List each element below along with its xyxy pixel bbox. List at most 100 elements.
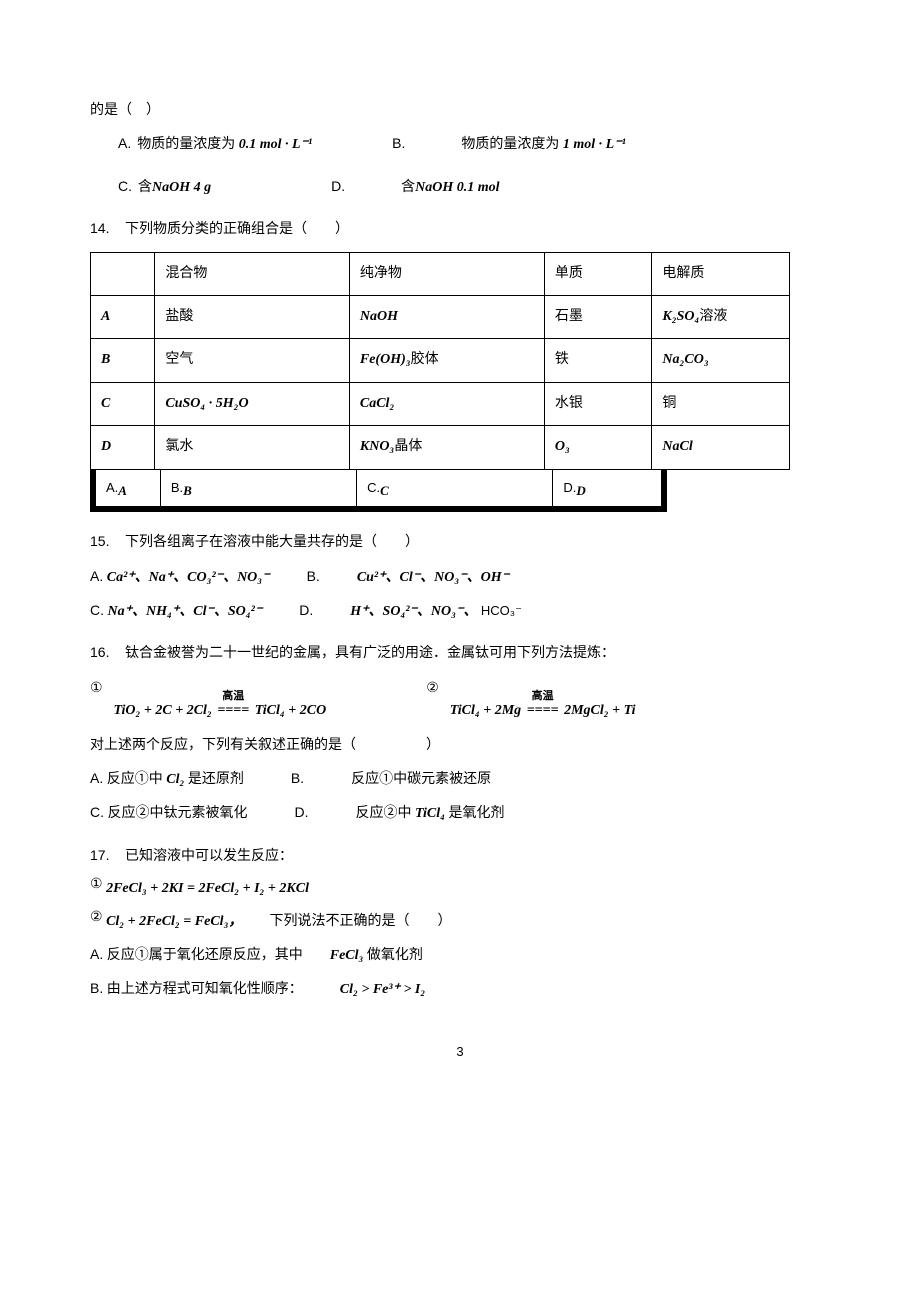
row-key: A [91,295,155,338]
q13-option-b: B. 物质的量浓度为 1 mol · L⁻¹ [392,132,626,156]
table-row: C CuSO₄ · 5H₂O CaCl₂ 水银 铜 [91,382,790,425]
option-label: C. [90,804,104,820]
question-text: 已知溶液中可以发生反应： [125,849,293,864]
table-row: B 空气 Fe(OH)₃胶体 铁 Na₂CO₃ [91,339,790,382]
eq-number: ① [90,678,103,700]
table-cell: 氯水 [155,426,350,469]
question-number: 16. [90,644,109,660]
q15-stem: 15. 下列各组离子在溶液中能大量共存的是（ ） [90,530,830,554]
q17-eq1: ① 2FeCl₃ + 2KI = 2FeCl₂ + I₂ + 2KCl [90,878,830,900]
option-text: 反应②中钛元素被氧化 [108,806,248,821]
q15-options-row1: A. Ca²⁺、Na⁺、CO₃²⁻、NO₃⁻ B. Cu²⁺、Cl⁻、NO₃⁻、… [90,565,830,589]
option-label: B. [392,132,405,154]
q14-answer-row: A.A B.B C.C D.D [90,470,667,513]
option-formula: Cl₂ [166,772,184,787]
option-label: A. [106,478,118,499]
option-formula: 1 mol · L⁻¹ [563,134,626,156]
q17-option-a: A. 反应①属于氧化还原反应，其中 FeCl₃ 做氧化剂 [90,943,830,967]
q14-answer-b: B.B [161,470,357,507]
option-pre: 反应①中 [107,772,163,787]
q13-stem-tail: 的是（ ） [90,100,830,122]
q16-stem: 16. 钛合金被誉为二十一世纪的金属，具有广泛的用途．金属钛可用下列方法提炼： [90,641,830,665]
q16-eq2: ② TiCl₄ + 2Mg 高温 ==== 2MgCl₂ + Ti [426,678,635,723]
option-label: A. [90,770,103,786]
q14-table: 混合物 纯净物 单质 电解质 A 盐酸 NaOH 石墨 K₂SO₄溶液 B 空气… [90,252,790,470]
eq-number: ② [90,910,103,925]
suffix: 溶液 [699,309,727,324]
table-cell: K₂SO₄溶液 [652,295,790,338]
q13-options-row2: C. 含 NaOH 4 g D. 含 NaOH 0.1 mol [118,175,830,199]
option-formula: Cu²⁺、Cl⁻、NO₃⁻、OH⁻ [357,570,509,585]
table-cell: 铜 [652,382,790,425]
option-pre: 由上述方程式可知氧化性顺序： [107,982,303,997]
q14-stem: 14. 下列物质分类的正确组合是（ ） [90,217,830,241]
table-cell: O₃ [544,426,652,469]
q17-stem: 17. 已知溶液中可以发生反应： [90,844,830,868]
option-formula: Ca²⁺、Na⁺、CO₃²⁻、NO₃⁻ [107,570,270,585]
option-value: B [183,481,192,502]
table-cell: Na₂CO₃ [652,339,790,382]
eq-condition: 高温 [525,688,561,706]
table-cell: Fe(OH)₃胶体 [349,339,544,382]
table-cell: KNO₃晶体 [349,426,544,469]
option-formula: FeCl₃ [330,948,364,963]
table-cell: 铁 [544,339,652,382]
option-label: C. [90,602,104,618]
table-cell: 盐酸 [155,295,350,338]
q13-option-a: A. 物质的量浓度为 0.1 mol · L⁻¹ [118,132,312,156]
option-label: B. [307,568,320,584]
option-post: 是还原剂 [188,772,244,787]
table-cell: 石墨 [544,295,652,338]
table-header: 混合物 [155,252,350,295]
option-text: 物质的量浓度为 [461,134,559,156]
option-post: 做氧化剂 [367,948,423,963]
table-cell: CaCl₂ [349,382,544,425]
option-label: A. [90,946,103,962]
eq-lhs: TiO₂ + 2C + 2Cl₂ [114,703,212,718]
eq-number: ① [90,877,103,892]
option-pre: 反应②中 [356,806,412,821]
table-cell: NaOH [349,295,544,338]
question-text: 下列物质分类的正确组合是（ ） [125,222,349,237]
q16-equations: ① TiO₂ + 2C + 2Cl₂ 高温 ==== TiCl₄ + 2CO ②… [90,678,830,723]
question-number: 15. [90,533,109,549]
option-formula: TiCl₄ [415,806,445,821]
table-row: D 氯水 KNO₃晶体 O₃ NaCl [91,426,790,469]
table-header: 电解质 [652,252,790,295]
option-formula: NaOH 4 g [152,177,211,199]
formula: Fe(OH)₃ [360,352,411,367]
table-header [91,252,155,295]
q15-options-row2: C. Na⁺、NH₄⁺、Cl⁻、SO₄²⁻ D. H⁺、SO₄²⁻、NO₃⁻、 … [90,599,830,623]
option-label: C. [118,175,132,197]
table-cell: NaCl [652,426,790,469]
eq-number: ② [426,678,439,700]
option-label: D. [563,478,576,499]
option-label: D. [331,175,345,197]
formula: KNO₃ [360,439,394,454]
q16-stem2: 对上述两个反应，下列有关叙述正确的是（ ） [90,735,830,757]
eq-arrow: 高温 ==== [525,700,561,722]
eq-rhs: TiCl₄ + 2CO [255,703,326,718]
q13-option-c: C. 含 NaOH 4 g [118,175,211,199]
equation: 2FeCl₃ + 2KI = 2FeCl₂ + I₂ + 2KCl [106,881,309,896]
q16-options-row1: A. 反应①中 Cl₂ 是还原剂 B. 反应①中碳元素被还原 [90,767,830,791]
table-cell: 空气 [155,339,350,382]
option-label: B. [90,980,103,996]
table-header-row: 混合物 纯净物 单质 电解质 [91,252,790,295]
option-suffix: HCO₃⁻ [481,603,522,618]
table-header: 单质 [544,252,652,295]
option-value: D [576,481,585,502]
option-formula: H⁺、SO₄²⁻、NO₃⁻、 [350,604,477,619]
option-label: D. [299,602,313,618]
option-label: C. [367,478,380,499]
row-key: D [91,426,155,469]
option-formula: NaOH 0.1 mol [415,177,499,199]
eq-lhs: TiCl₄ + 2Mg [450,703,521,718]
q17-eq2-line: ② Cl₂ + 2FeCl₂ = FeCl₃， 下列说法不正确的是（ ） [90,911,830,933]
option-label: A. [90,568,103,584]
option-text: 含 [138,177,152,199]
option-post: 是氧化剂 [449,806,505,821]
q17-option-b: B. 由上述方程式可知氧化性顺序： Cl₂ > Fe³⁺ > I₂ [90,977,830,1001]
table-row: A 盐酸 NaOH 石墨 K₂SO₄溶液 [91,295,790,338]
suffix: 晶体 [394,439,422,454]
